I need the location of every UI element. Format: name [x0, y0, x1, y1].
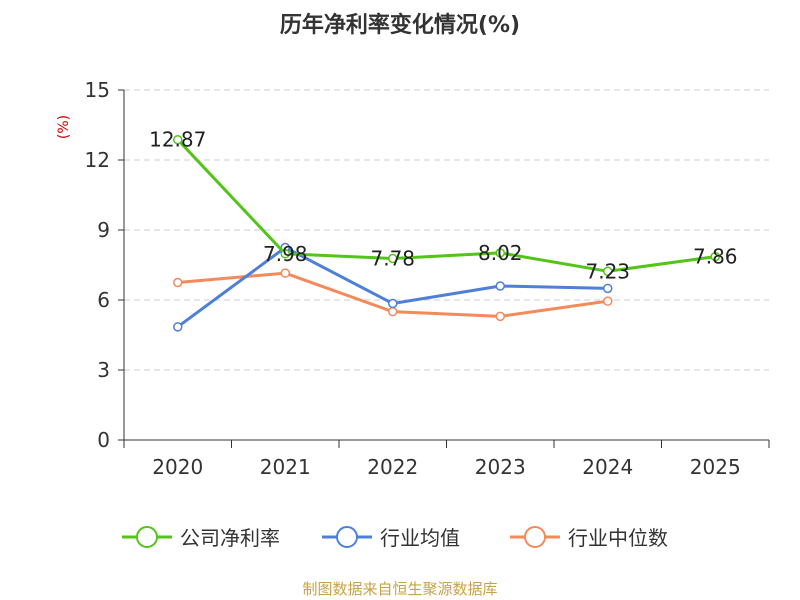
- y-tick-label-0: 0: [97, 428, 110, 452]
- y-tick-label-6: 6: [97, 288, 110, 312]
- data-label-2023: 8.02: [478, 241, 523, 265]
- data-labels: 12.87 7.98 7.78 8.02 7.23 7.86: [149, 128, 737, 284]
- legend-marker-icon: [136, 526, 158, 548]
- point-2-2020: [173, 277, 183, 288]
- y-tick-label-15: 15: [85, 78, 110, 102]
- point-1-2024: [603, 283, 613, 294]
- point-2-2023: [495, 311, 505, 322]
- legend-label: 行业均值: [380, 526, 460, 550]
- x-tick-label-2023: 2023: [475, 455, 526, 479]
- data-label-2022: 7.78: [370, 246, 415, 270]
- x-tick-label-2024: 2024: [582, 455, 633, 479]
- point-2-2022: [388, 306, 398, 317]
- point-1-2022: [388, 298, 398, 309]
- point-0-2025: [710, 251, 720, 262]
- point-1-2023: [495, 281, 505, 291]
- grid-lines: [124, 89, 769, 371]
- series-line-0: [176, 138, 716, 273]
- y-tick-label-3: 3: [97, 358, 110, 382]
- point-0-2021: [280, 249, 290, 259]
- legend-item-0[interactable]: 公司净利率: [122, 526, 280, 550]
- legend-marker-icon: [336, 526, 358, 548]
- point-0-2020: [173, 134, 183, 145]
- legend-marker-icon: [524, 526, 546, 548]
- chart-title: 历年净利率变化情况(%): [280, 12, 520, 38]
- x-tick-label-2021: 2021: [260, 455, 311, 479]
- axes: [118, 89, 770, 448]
- tick-labels: 0 3 6 9 12 15 2020 2021 2022 2023 2024 2025: [85, 78, 741, 479]
- point-1-2020: [173, 322, 183, 332]
- x-tick-label-2025: 2025: [690, 455, 741, 479]
- point-0-2022: [388, 253, 398, 264]
- legend-item-2[interactable]: 行业中位数: [510, 526, 668, 550]
- source-note: 制图数据来自恒生聚源数据库: [302, 580, 497, 598]
- point-0-2024: [603, 266, 613, 277]
- point-2-2021: [280, 268, 290, 278]
- data-label-2021: 7.98: [263, 242, 308, 266]
- y-axis-label: (%): [56, 115, 72, 139]
- x-tick-label-2020: 2020: [152, 455, 203, 479]
- data-label-2025: 7.86: [693, 245, 738, 269]
- legend-label: 行业中位数: [568, 526, 668, 550]
- data-label-2024: 7.23: [585, 259, 630, 283]
- legend[interactable]: 公司净利率 行业均值 行业中位数: [122, 526, 668, 550]
- point-2-2024: [603, 296, 613, 306]
- legend-item-1[interactable]: 行业均值: [322, 526, 460, 550]
- series-lines: [173, 134, 720, 332]
- data-label-2020: 12.87: [149, 128, 206, 152]
- legend-label: 公司净利率: [180, 526, 280, 550]
- x-tick-label-2022: 2022: [367, 455, 418, 479]
- y-tick-label-9: 9: [97, 218, 110, 242]
- y-tick-label-12: 12: [85, 148, 110, 172]
- point-0-2023: [495, 248, 505, 258]
